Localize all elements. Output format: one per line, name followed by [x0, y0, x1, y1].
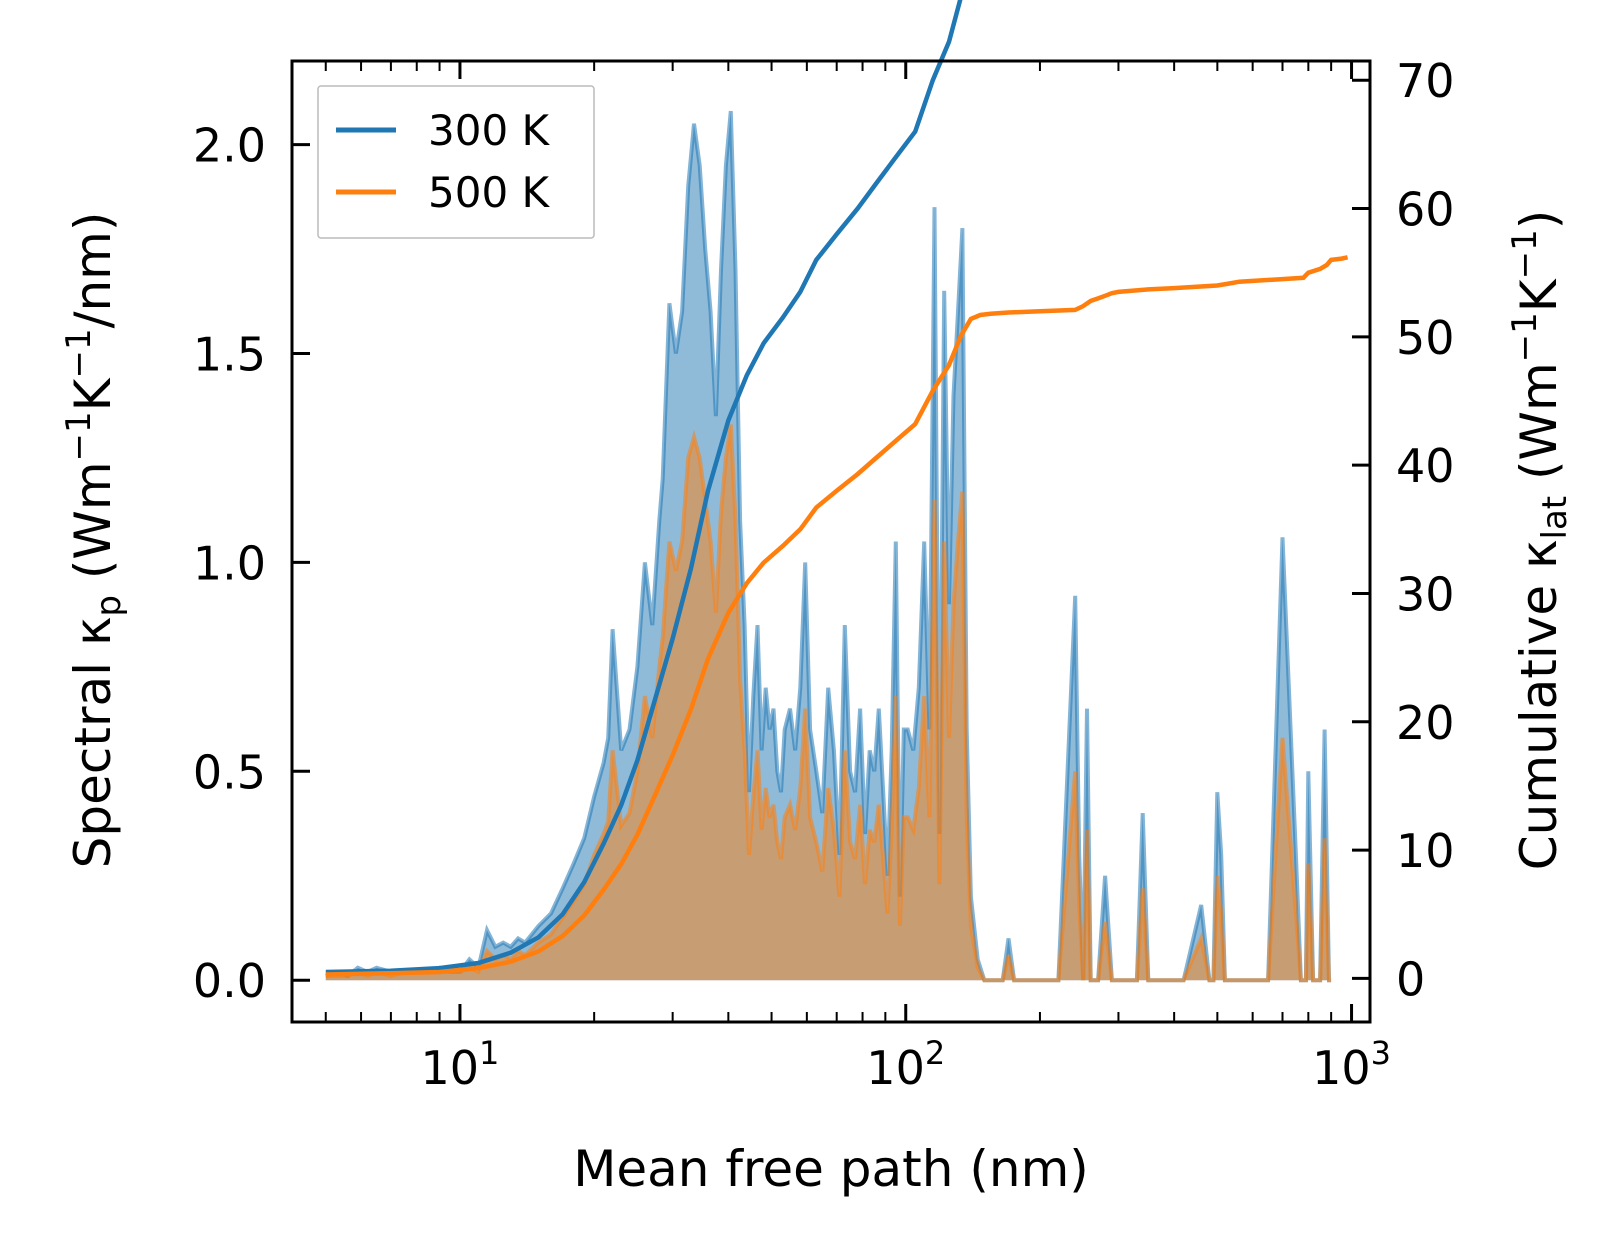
x-tick-label: 101 — [421, 1034, 500, 1095]
plot-frame — [290, 59, 1372, 1024]
y-right-tick-label: 30 — [1396, 567, 1455, 621]
y-right-tick-label: 50 — [1396, 311, 1455, 365]
legend-frame — [317, 85, 595, 239]
x-tick-label: 102 — [866, 1034, 945, 1095]
y-right-tick-label: 60 — [1396, 183, 1455, 237]
y-left-tick-label: 0.0 — [193, 954, 266, 1008]
y-right-tick-label: 0 — [1396, 952, 1425, 1006]
y-left-tick-label: 2.0 — [193, 119, 266, 173]
y-axis-label-left: Spectral κp (Wm−1K−1/nm) — [59, 212, 129, 869]
x-axis-label: Mean free path (nm) — [573, 1140, 1089, 1198]
y-left-tick-label: 0.5 — [193, 745, 266, 799]
spectral-area-500k — [325, 424, 1332, 981]
y-axis-label-right: Cumulative κlat (Wm−1K−1) — [1505, 210, 1575, 870]
y-left-tick-label: 1.0 — [193, 536, 266, 590]
cumulative-line-500k — [325, 255, 1349, 977]
y-left-tick-label: 1.5 — [193, 327, 266, 381]
x-tick-label: 103 — [1312, 1034, 1391, 1095]
legend-label-500k: 500 K — [428, 168, 551, 217]
legend-label-300k: 300 K — [428, 106, 551, 155]
axis-ticks: 101 102 103 0.0 0.5 1.0 1.5 2.0 0 10 20 30 40 50 60 70 — [193, 54, 1455, 1095]
y-right-tick-label: 20 — [1396, 696, 1455, 750]
y-right-tick-label: 70 — [1396, 54, 1455, 108]
y-right-tick-label: 40 — [1396, 439, 1455, 493]
legend: 300 K 500 K — [317, 85, 595, 239]
y-right-tick-label: 10 — [1396, 824, 1455, 878]
